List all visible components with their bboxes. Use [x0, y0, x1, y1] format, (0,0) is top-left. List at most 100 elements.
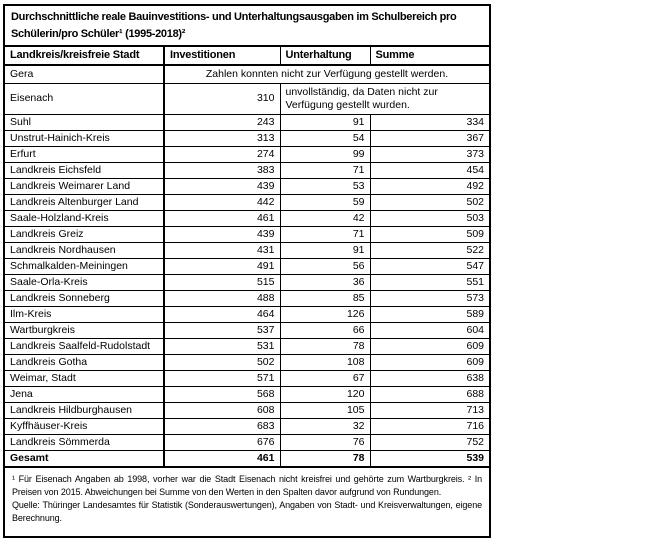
table-header-row: Landkreis/kreisfreie Stadt Investitionen…: [3, 45, 491, 66]
investitionen-value: 243: [163, 113, 281, 131]
column-header-investitionen: Investitionen: [163, 45, 281, 66]
summe-value: 609: [369, 337, 491, 355]
table-row: Landkreis Weimarer Land 439 53 492: [3, 177, 491, 195]
footnote-text: ¹ Für Eisenach Angaben ab 1998, vorher w…: [12, 474, 483, 497]
statistics-table: Durchschnittliche reale Bauinvestitions-…: [3, 4, 492, 538]
table-row: Landkreis Gotha 502 108 609: [3, 353, 491, 371]
table-title-line2: Schülerin/pro Schüler¹ (1995-2018)²: [11, 27, 186, 40]
column-header-unterhaltung: Unterhaltung: [279, 45, 371, 66]
district-name: Landkreis Greiz: [3, 225, 165, 243]
summe-value: 547: [369, 257, 491, 275]
district-name: Wartburgkreis: [3, 321, 165, 339]
summe-value: 492: [369, 177, 491, 195]
investitionen-value: 531: [163, 337, 281, 355]
table-row: Kyffhäuser-Kreis 683 32 716: [3, 417, 491, 435]
investitionen-value: 683: [163, 417, 281, 435]
footnote-row: ¹ Für Eisenach Angaben ab 1998, vorher w…: [3, 466, 491, 538]
table-row: Landkreis Saalfeld-Rudolstadt 531 78 609: [3, 337, 491, 355]
district-name: Gera: [3, 64, 165, 84]
district-name: Unstrut-Hainich-Kreis: [3, 129, 165, 147]
investitionen-value: 442: [163, 193, 281, 211]
table-row-gera: Gera Zahlen konnten nicht zur Verfügung …: [3, 64, 491, 84]
footnote-block: ¹ Für Eisenach Angaben ab 1998, vorher w…: [3, 466, 491, 538]
unterhaltung-value: 42: [279, 209, 371, 227]
table-title-row: Durchschnittliche reale Bauinvestitions-…: [3, 4, 491, 47]
district-name: Schmalkalden-Meiningen: [3, 257, 165, 275]
summe-value: 589: [369, 305, 491, 323]
summe-value: 373: [369, 145, 491, 163]
district-name: Landkreis Eichsfeld: [3, 161, 165, 179]
investitionen-value: 431: [163, 241, 281, 259]
unterhaltung-value: 32: [279, 417, 371, 435]
table-row: Wartburgkreis 537 66 604: [3, 321, 491, 339]
investitionen-value: 488: [163, 289, 281, 307]
investitionen-value: 568: [163, 385, 281, 403]
district-name: Weimar, Stadt: [3, 369, 165, 387]
investitionen-value: 439: [163, 177, 281, 195]
unterhaltung-value: 120: [279, 385, 371, 403]
table-row: Erfurt 274 99 373: [3, 145, 491, 163]
summe-value: 367: [369, 129, 491, 147]
total-unterhaltung-value: 78: [279, 449, 371, 468]
district-name: Saale-Holzland-Kreis: [3, 209, 165, 227]
investitionen-value: 383: [163, 161, 281, 179]
eisenach-incomplete-data-note: unvollständig, da Daten nicht zur Verfüg…: [279, 82, 491, 115]
investitionen-value: 676: [163, 433, 281, 451]
unterhaltung-value: 66: [279, 321, 371, 339]
gera-missing-data-note: Zahlen konnten nicht zur Verfügung geste…: [162, 64, 491, 84]
unterhaltung-value: 76: [279, 433, 371, 451]
district-name: Kyffhäuser-Kreis: [3, 417, 165, 435]
investitionen-value: 537: [163, 321, 281, 339]
table-row: Landkreis Eichsfeld 383 71 454: [3, 161, 491, 179]
total-investitionen-value: 461: [163, 449, 281, 468]
district-name: Eisenach: [3, 82, 165, 115]
summe-value: 638: [369, 369, 491, 387]
summe-value: 509: [369, 225, 491, 243]
table-title-line1: Durchschnittliche reale Bauinvestitions-…: [11, 11, 457, 23]
summe-value: 334: [369, 113, 491, 131]
unterhaltung-value: 105: [279, 401, 371, 419]
table-row: Landkreis Altenburger Land 442 59 502: [3, 193, 491, 211]
unterhaltung-value: 91: [279, 241, 371, 259]
table-row: Landkreis Nordhausen 431 91 522: [3, 241, 491, 259]
unterhaltung-value: 85: [279, 289, 371, 307]
summe-value: 713: [369, 401, 491, 419]
district-name: Suhl: [3, 113, 165, 131]
total-summe-value: 539: [369, 449, 491, 468]
unterhaltung-value: 36: [279, 273, 371, 291]
summe-value: 604: [369, 321, 491, 339]
summe-value: 688: [369, 385, 491, 403]
unterhaltung-value: 71: [279, 225, 371, 243]
column-header-district: Landkreis/kreisfreie Stadt: [3, 45, 165, 66]
summe-value: 573: [369, 289, 491, 307]
table-row: Unstrut-Hainich-Kreis 313 54 367: [3, 129, 491, 147]
district-name: Landkreis Saalfeld-Rudolstadt: [3, 337, 165, 355]
unterhaltung-value: 126: [279, 305, 371, 323]
district-name: Saale-Orla-Kreis: [3, 273, 165, 291]
summe-value: 609: [369, 353, 491, 371]
investitionen-value: 274: [163, 145, 281, 163]
district-name: Ilm-Kreis: [3, 305, 165, 323]
unterhaltung-value: 99: [279, 145, 371, 163]
table-row: Landkreis Sonneberg 488 85 573: [3, 289, 491, 307]
investitionen-value: 461: [163, 209, 281, 227]
data-rows: Suhl 243 91 334 Unstrut-Hainich-Kreis 313 54 36…: [3, 113, 491, 451]
table-row: Saale-Orla-Kreis 515 36 551: [3, 273, 491, 291]
table-row: Schmalkalden-Meiningen 491 56 547: [3, 257, 491, 275]
table-row-total: Gesamt 461 78 539: [3, 449, 491, 468]
table-row: Weimar, Stadt 571 67 638: [3, 369, 491, 387]
table-row: Ilm-Kreis 464 126 589: [3, 305, 491, 323]
unterhaltung-value: 54: [279, 129, 371, 147]
summe-value: 503: [369, 209, 491, 227]
investitionen-value: 439: [163, 225, 281, 243]
district-name: Erfurt: [3, 145, 165, 163]
investitionen-value: 502: [163, 353, 281, 371]
summe-value: 551: [369, 273, 491, 291]
unterhaltung-value: 108: [279, 353, 371, 371]
table-row-eisenach: Eisenach 310 unvollständig, da Daten nic…: [3, 82, 491, 115]
unterhaltung-value: 56: [279, 257, 371, 275]
district-name: Landkreis Gotha: [3, 353, 165, 371]
summe-value: 522: [369, 241, 491, 259]
table-row: Jena 568 120 688: [3, 385, 491, 403]
